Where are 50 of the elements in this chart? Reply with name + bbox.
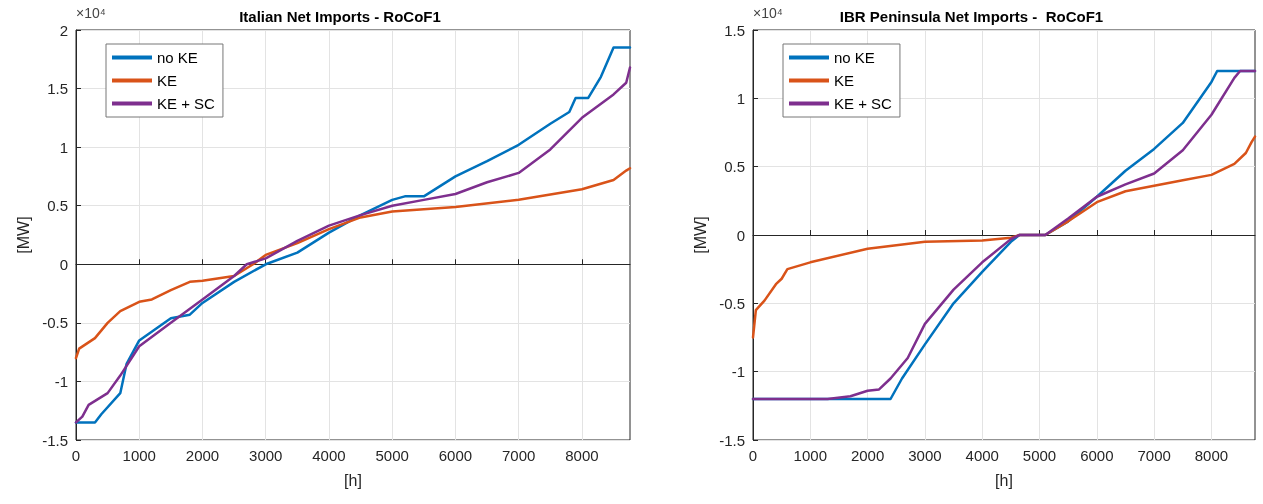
x-tick-label: 3000 xyxy=(249,447,283,464)
text: ×10⁴ xyxy=(76,5,106,21)
y-tick-label: 2 xyxy=(59,21,68,39)
line-series xyxy=(751,135,1257,339)
chart-title: IBR Peninsula Net Imports - RoCoF1 xyxy=(839,8,1104,25)
legend-label: KE xyxy=(157,72,178,89)
x-tick-label: 4000 xyxy=(965,447,999,464)
x-tick-label: 2000 xyxy=(850,447,885,464)
y-axis-title: [MW] xyxy=(14,216,32,254)
y-tick-label: -0.5 xyxy=(42,314,68,332)
y-tick-label: -0.5 xyxy=(719,294,745,312)
x-axis-title: [h] xyxy=(344,471,362,489)
x-tick-label: 6000 xyxy=(1080,447,1114,464)
y-tick-label: 1 xyxy=(736,89,745,107)
y-tick-label: 0.5 xyxy=(724,158,745,176)
x-tick-label: 8000 xyxy=(565,447,599,464)
x-tick-label: 6000 xyxy=(438,447,473,464)
x-axis-title: [h] xyxy=(995,471,1013,489)
y-tick-label: 0 xyxy=(736,226,745,244)
y-tick-label: 1 xyxy=(59,138,68,156)
x-tick-label: 8000 xyxy=(1194,447,1229,464)
x-tick-label: 7000 xyxy=(502,447,536,464)
x-tick-label: 4000 xyxy=(312,447,346,464)
legend-label: KE xyxy=(834,72,855,89)
y-tick-label: 1.5 xyxy=(47,80,68,98)
x-tick-label: 5000 xyxy=(1022,447,1057,464)
y-tick-label: -1 xyxy=(731,363,745,381)
y-tick-label: -1.5 xyxy=(42,431,68,449)
x-tick-label: 2000 xyxy=(185,447,220,464)
chart-title: Italian Net Imports - RoCoF1 xyxy=(239,8,441,25)
legend-label: no KE xyxy=(834,49,875,66)
line-series xyxy=(74,166,632,360)
y-tick-label: 0.5 xyxy=(47,197,68,215)
line-series xyxy=(751,69,1257,401)
legend-label: no KE xyxy=(157,49,198,66)
y-tick-label: -1 xyxy=(54,372,68,390)
x-tick-label: 7000 xyxy=(1137,447,1171,464)
y-tick-label: -1.5 xyxy=(719,431,745,449)
x-tick-label: 1000 xyxy=(122,447,156,464)
legend-label: KE + SC xyxy=(157,95,216,112)
y-tick-label: 1.5 xyxy=(724,21,745,39)
x-tick-label: 0 xyxy=(71,447,81,464)
legend-label: KE + SC xyxy=(834,95,893,112)
y-tick-label: 0 xyxy=(59,255,68,273)
x-tick-label: 1000 xyxy=(793,447,827,464)
text: ×10⁴ xyxy=(753,5,783,21)
x-tick-label: 5000 xyxy=(375,447,409,464)
y-axis-title: [MW] xyxy=(691,216,709,254)
x-tick-label: 0 xyxy=(748,447,758,464)
x-tick-label: 3000 xyxy=(908,447,942,464)
